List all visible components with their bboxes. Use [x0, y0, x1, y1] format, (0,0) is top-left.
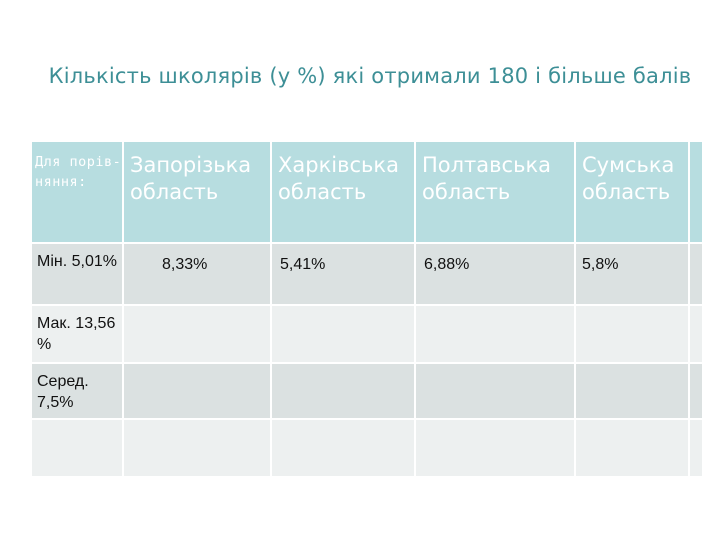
- header-sumy: Сумська область: [576, 142, 688, 242]
- cell-avg-kharkiv: [272, 364, 414, 418]
- cell-max-extra: [690, 306, 702, 362]
- header-zaporizhzhia: Запорізька область: [124, 142, 270, 242]
- cell-empty-extra: [690, 420, 702, 476]
- cell-max-poltava: [416, 306, 574, 362]
- cell-min-sumy: 5,8%: [576, 244, 688, 304]
- cell-empty-poltava: [416, 420, 574, 476]
- cell-max-kharkiv: [272, 306, 414, 362]
- header-kharkiv: Харківська область: [272, 142, 414, 242]
- cell-min-poltava: 6,88%: [416, 244, 574, 304]
- cell-empty-kharkiv: [272, 420, 414, 476]
- cell-avg-zaporizhzhia: [124, 364, 270, 418]
- row-label-avg: Серед. 7,5%: [32, 364, 122, 418]
- cell-empty-zaporizhzhia: [124, 420, 270, 476]
- comparison-table: Для порів-няння: Запорізька область Харк…: [32, 142, 702, 476]
- cell-avg-sumy: [576, 364, 688, 418]
- header-poltava: Полтавська область: [416, 142, 574, 242]
- slide-title: Кількість школярів (у %) які отримали 18…: [48, 64, 692, 88]
- cell-empty-sumy: [576, 420, 688, 476]
- cell-min-kharkiv: 5,41%: [272, 244, 414, 304]
- row-label-max: Мак. 13,56 %: [32, 306, 122, 362]
- row-label-empty: [32, 420, 122, 476]
- cell-avg-extra: [690, 364, 702, 418]
- header-extra-column: [690, 142, 702, 242]
- cell-max-zaporizhzhia: [124, 306, 270, 362]
- cell-min-zaporizhzhia: 8,33%: [124, 244, 270, 304]
- cell-avg-poltava: [416, 364, 574, 418]
- cell-min-extra: [690, 244, 702, 304]
- header-corner-label: Для порів-няння:: [32, 142, 122, 242]
- row-label-min: Мін. 5,01%: [32, 244, 122, 304]
- cell-max-sumy: [576, 306, 688, 362]
